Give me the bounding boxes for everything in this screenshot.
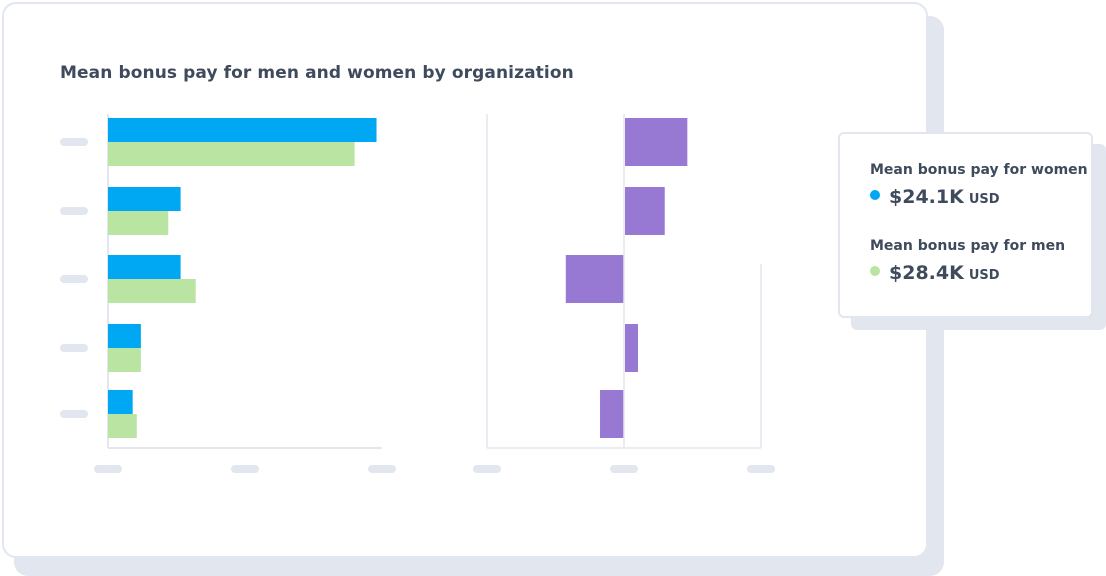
right-bar-c3	[625, 324, 639, 372]
left-bar-s1-c4	[108, 414, 137, 438]
left-x-tick-2	[368, 465, 396, 473]
legend-value-women: $24.1K	[889, 186, 964, 208]
legend-label-women: Mean bonus pay for women	[870, 162, 1088, 178]
legend-item-women: Mean bonus pay for women $24.1K USD	[870, 162, 1088, 208]
left-bar-chart	[60, 114, 396, 473]
chart-title: Mean bonus pay for men and women by orga…	[60, 63, 574, 83]
legend-panel: Mean bonus pay for women $24.1K USD Mean…	[838, 132, 1093, 318]
left-bar-s0-c3	[108, 324, 141, 348]
legend-label-men: Mean bonus pay for men	[870, 238, 1066, 254]
legend-dot-men	[870, 266, 880, 276]
legend-item-men: Mean bonus pay for men $28.4K USD	[870, 238, 1065, 284]
right-x-tick-2	[747, 465, 775, 473]
left-x-tick-1	[231, 465, 259, 473]
right-bar-c2	[565, 255, 624, 303]
left-category-label-0	[60, 138, 88, 146]
right-bar-c4	[600, 390, 624, 438]
right-bar-c1	[625, 187, 665, 235]
left-bar-s0-c0	[108, 118, 377, 142]
left-bar-s1-c2	[108, 279, 196, 303]
left-bar-s1-c3	[108, 348, 141, 372]
legend-value-men: $28.4K	[889, 262, 964, 284]
left-bar-s1-c1	[108, 211, 169, 235]
right-x-tick-1	[610, 465, 638, 473]
left-category-label-3	[60, 344, 88, 352]
left-bar-s0-c1	[108, 187, 181, 211]
legend-unit-men: USD	[968, 268, 1000, 283]
left-bar-s1-c0	[108, 142, 355, 166]
left-category-label-1	[60, 207, 88, 215]
left-category-label-2	[60, 275, 88, 283]
legend-dot-women	[870, 190, 880, 200]
left-category-label-4	[60, 410, 88, 418]
left-bar-s0-c4	[108, 390, 133, 414]
left-bar-s0-c2	[108, 255, 181, 279]
right-diverging-chart	[473, 114, 775, 473]
right-bar-c0	[625, 118, 688, 166]
right-x-tick-0	[473, 465, 501, 473]
legend-unit-women: USD	[968, 192, 1000, 207]
left-x-tick-0	[94, 465, 122, 473]
